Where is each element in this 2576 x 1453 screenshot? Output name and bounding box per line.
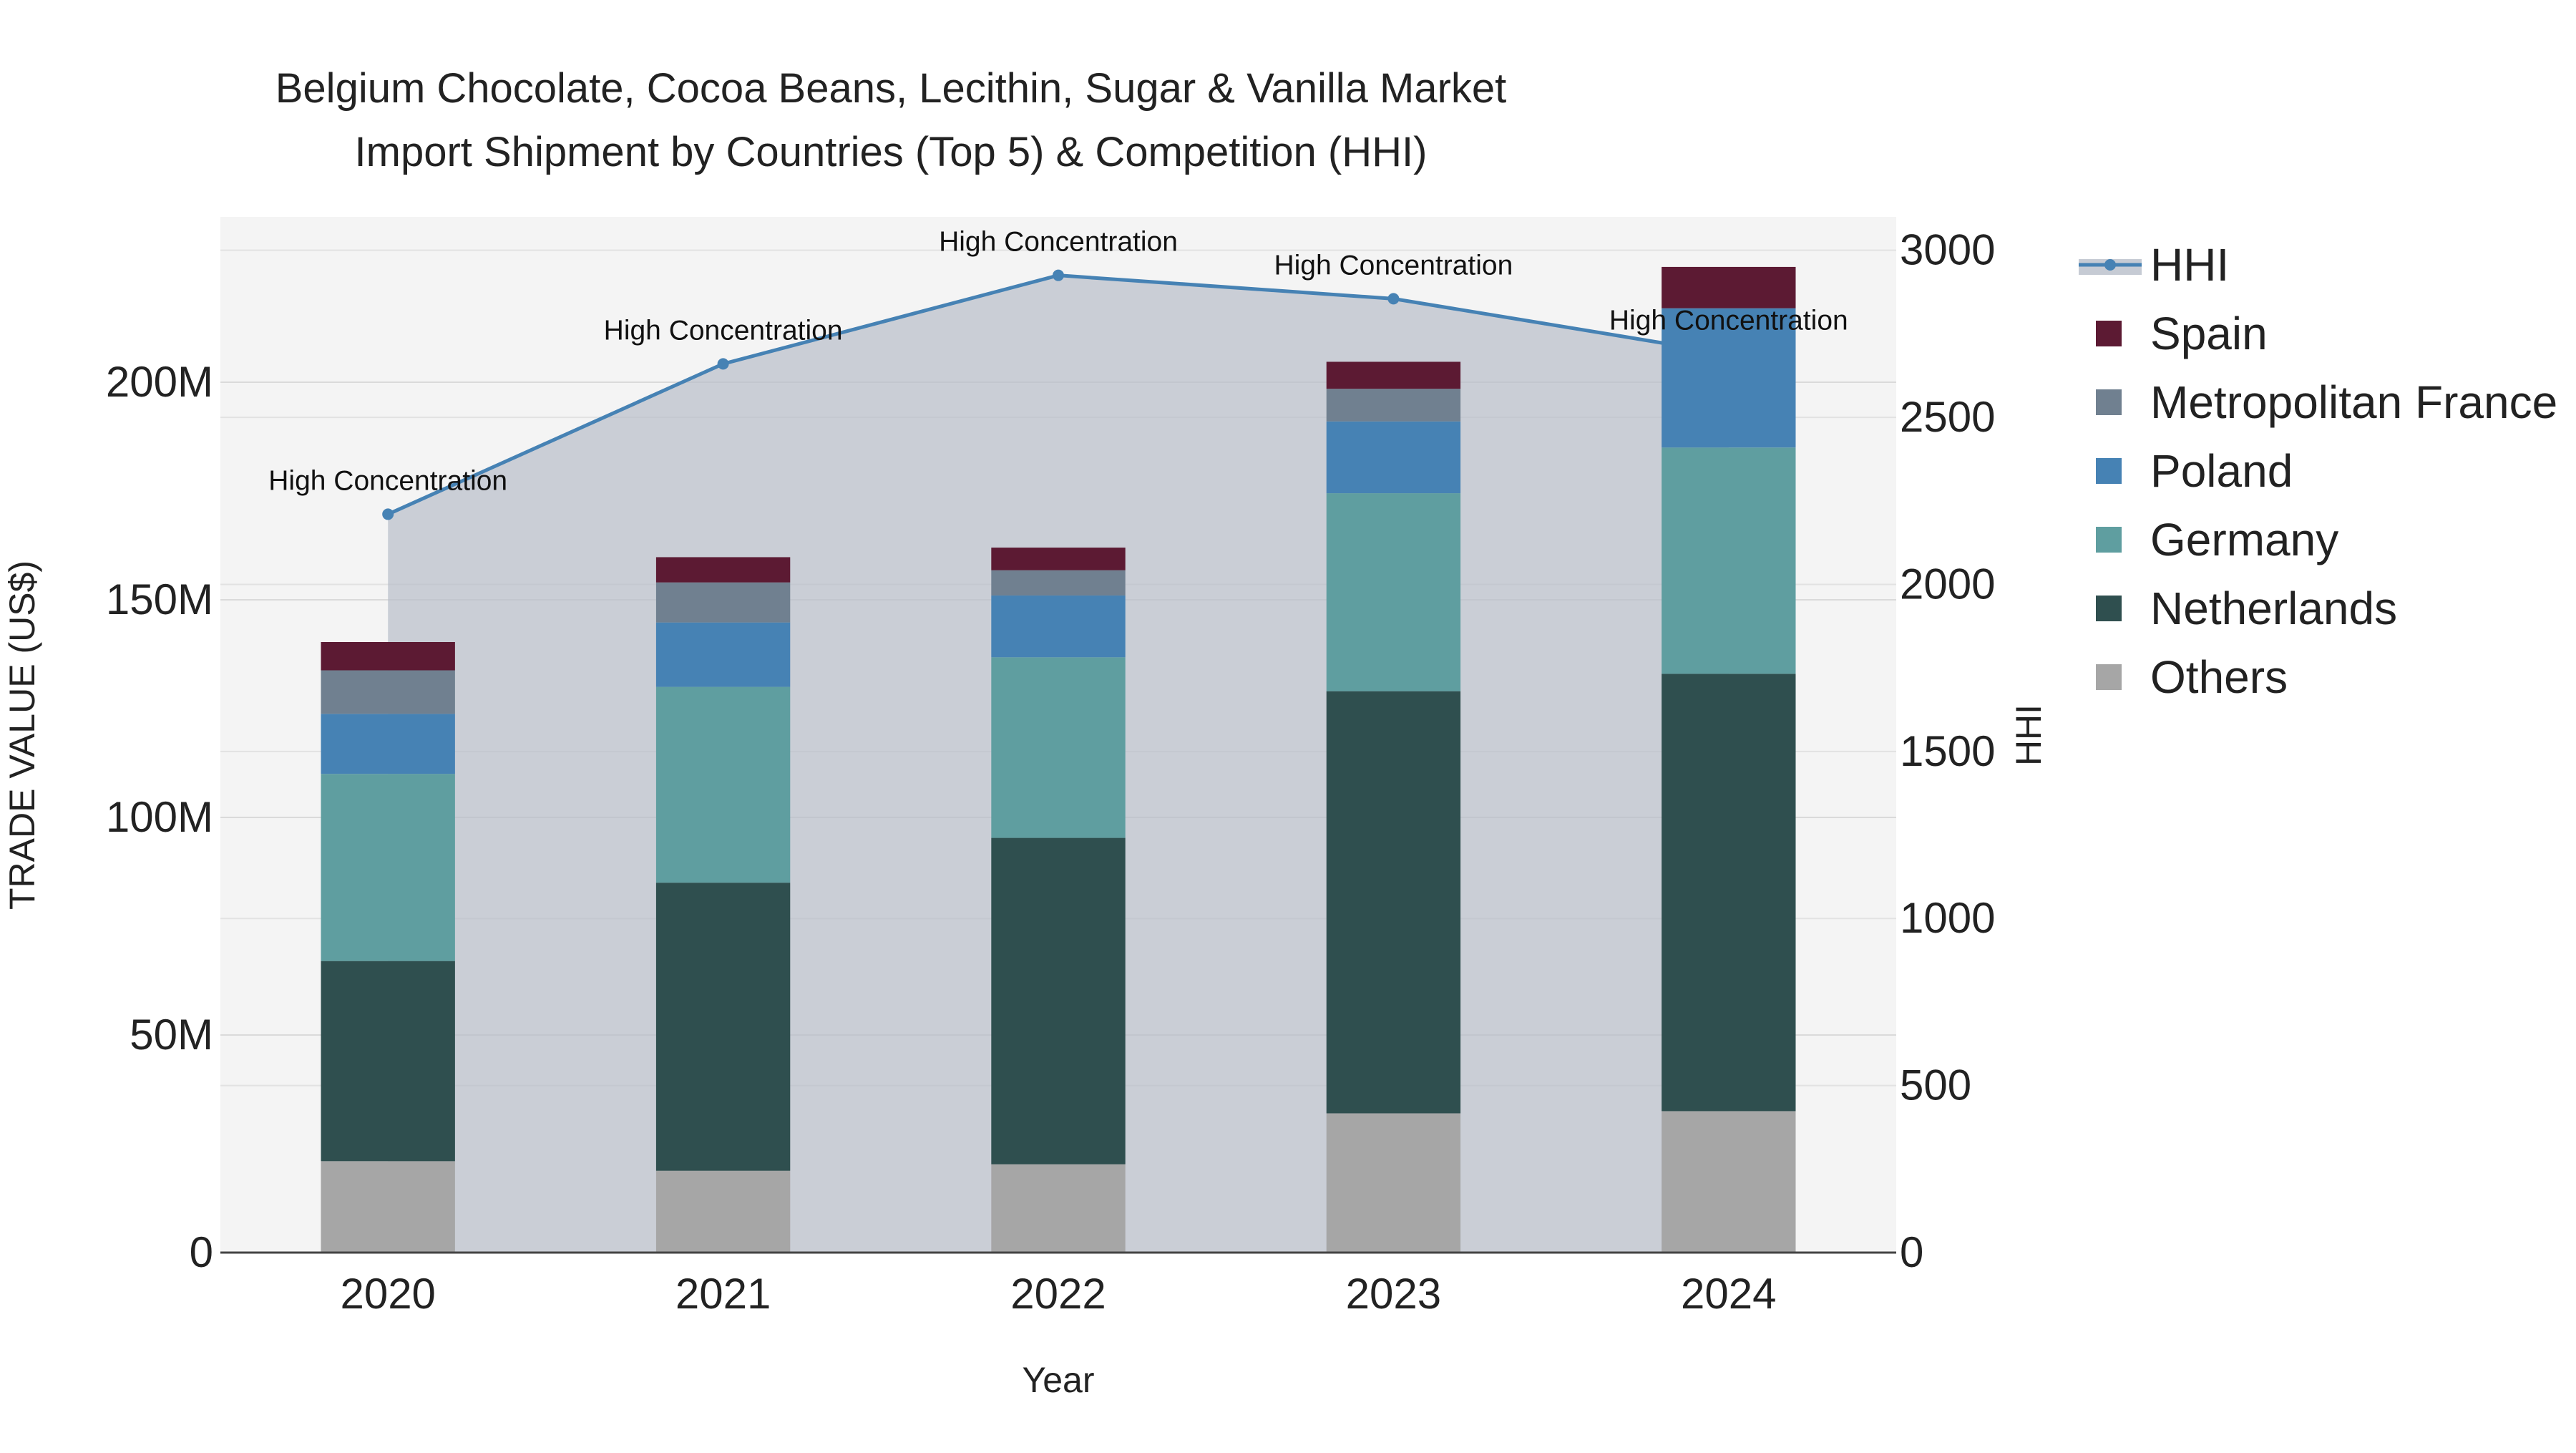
bar-others-2023: [1326, 1113, 1461, 1253]
bar-poland-2022: [991, 595, 1126, 658]
bar-poland-2020: [321, 714, 455, 774]
bar-netherlands-2024: [1662, 674, 1796, 1112]
legend-swatch-metropolitan-france: [2096, 389, 2122, 415]
legend-item-others[interactable]: Others: [2096, 651, 2288, 703]
bar-others-2022: [991, 1164, 1126, 1253]
x-tick-label-2024: 2024: [1681, 1270, 1776, 1318]
legend-item-netherlands[interactable]: Netherlands: [2096, 583, 2397, 634]
bar-netherlands-2023: [1326, 691, 1461, 1114]
bar-germany-2024: [1662, 447, 1796, 674]
chart-title-line-1: Belgium Chocolate, Cocoa Beans, Lecithin…: [275, 65, 1507, 112]
bar-metropolitan-france-2022: [991, 570, 1126, 596]
hhi-annotation-2024: High Concentration: [1609, 305, 1848, 336]
y-axis-title: TRADE VALUE (US$): [2, 560, 42, 910]
hhi-point-2024: [1722, 348, 1735, 360]
y2-tick-label-500: 500: [1900, 1061, 1971, 1109]
bar-spain-2020: [321, 641, 455, 671]
bar-poland-2024: [1662, 308, 1796, 448]
legend-item-poland[interactable]: Poland: [2096, 445, 2293, 497]
hhi-point-2023: [1387, 293, 1400, 305]
hhi-point-2022: [1053, 269, 1064, 281]
legend-swatch-spain: [2096, 321, 2122, 346]
legend-swatch-germany: [2096, 527, 2122, 553]
legend-swatch-netherlands: [2096, 596, 2122, 621]
bar-germany-2023: [1326, 493, 1461, 691]
y-tick-label-0: 0: [190, 1228, 213, 1276]
bar-spain-2023: [1326, 361, 1461, 389]
bar-germany-2021: [655, 686, 791, 883]
y-tick-label-200M: 200M: [106, 358, 213, 406]
legend-label-germany: Germany: [2150, 514, 2338, 565]
legend-item-metropolitan-france[interactable]: Metropolitan France: [2096, 376, 2557, 428]
chart-title-line-2: Import Shipment by Countries (Top 5) & C…: [355, 129, 1428, 175]
legend-label-others: Others: [2150, 651, 2288, 703]
x-axis-title: Year: [1022, 1360, 1094, 1400]
hhi-annotation-2020: High Concentration: [268, 465, 507, 496]
y2-tick-label-1500: 1500: [1900, 727, 1995, 775]
y-tick-label-100M: 100M: [106, 793, 213, 841]
bar-poland-2021: [655, 622, 791, 687]
y2-tick-label-2500: 2500: [1900, 393, 1995, 441]
x-tick-label-2020: 2020: [340, 1270, 435, 1318]
legend-item-germany[interactable]: Germany: [2096, 514, 2338, 565]
bar-others-2020: [321, 1161, 455, 1253]
bar-others-2021: [655, 1170, 791, 1253]
legend-label-hhi: HHI: [2150, 239, 2229, 291]
y2-tick-label-1000: 1000: [1900, 894, 1995, 942]
bar-metropolitan-france-2021: [655, 582, 791, 623]
x-tick-label-2021: 2021: [675, 1270, 771, 1318]
bar-metropolitan-france-2023: [1326, 389, 1461, 422]
bar-netherlands-2022: [991, 837, 1126, 1165]
hhi-point-2021: [717, 358, 729, 370]
bar-netherlands-2021: [655, 883, 791, 1171]
legend-item-hhi[interactable]: HHI: [2079, 239, 2229, 291]
legend-label-spain: Spain: [2150, 308, 2268, 359]
bar-netherlands-2020: [321, 961, 455, 1162]
hhi-annotation-2021: High Concentration: [604, 315, 843, 346]
y2-tick-label-2000: 2000: [1900, 560, 1995, 608]
bar-spain-2024: [1662, 266, 1796, 308]
bar-poland-2023: [1326, 421, 1461, 494]
hhi-annotation-2022: High Concentration: [939, 227, 1178, 258]
bar-metropolitan-france-2020: [321, 670, 455, 714]
x-tick-label-2023: 2023: [1346, 1270, 1441, 1318]
bar-germany-2020: [321, 774, 455, 961]
y2-tick-label-0: 0: [1900, 1228, 1923, 1276]
hhi-line-layer: High Concentration High Concentration High…: [268, 227, 1848, 520]
legend-label-metropolitan-france: Metropolitan France: [2150, 376, 2557, 428]
legend-item-spain[interactable]: Spain: [2096, 308, 2268, 359]
axes-layer: 2020 2021 2022 2023 2024 0 50M 100M 150M 200M 0 500…: [106, 226, 1996, 1318]
legend-swatch-hhi-point: [2104, 259, 2116, 271]
y-tick-label-50M: 50M: [130, 1011, 213, 1059]
legend-label-netherlands: Netherlands: [2150, 583, 2397, 634]
bars-layer: [321, 266, 1796, 1253]
x-tick-label-2022: 2022: [1010, 1270, 1106, 1318]
bar-spain-2021: [655, 557, 791, 583]
y2-tick-label-3000: 3000: [1900, 226, 1995, 274]
hhi-annotation-2023: High Concentration: [1274, 250, 1513, 281]
legend-swatch-poland: [2096, 458, 2122, 484]
legend-label-poland: Poland: [2150, 445, 2293, 497]
legend-swatch-others: [2096, 664, 2122, 690]
y2-axis-title: HHI: [2009, 704, 2049, 766]
y-tick-label-150M: 150M: [106, 575, 213, 623]
legend-layer: HHI Spain Metropolitan France Poland Germany…: [2079, 239, 2557, 703]
bar-others-2024: [1662, 1111, 1796, 1253]
bar-germany-2022: [991, 657, 1126, 838]
hhi-point-2020: [382, 508, 394, 520]
bar-spain-2022: [991, 548, 1126, 570]
